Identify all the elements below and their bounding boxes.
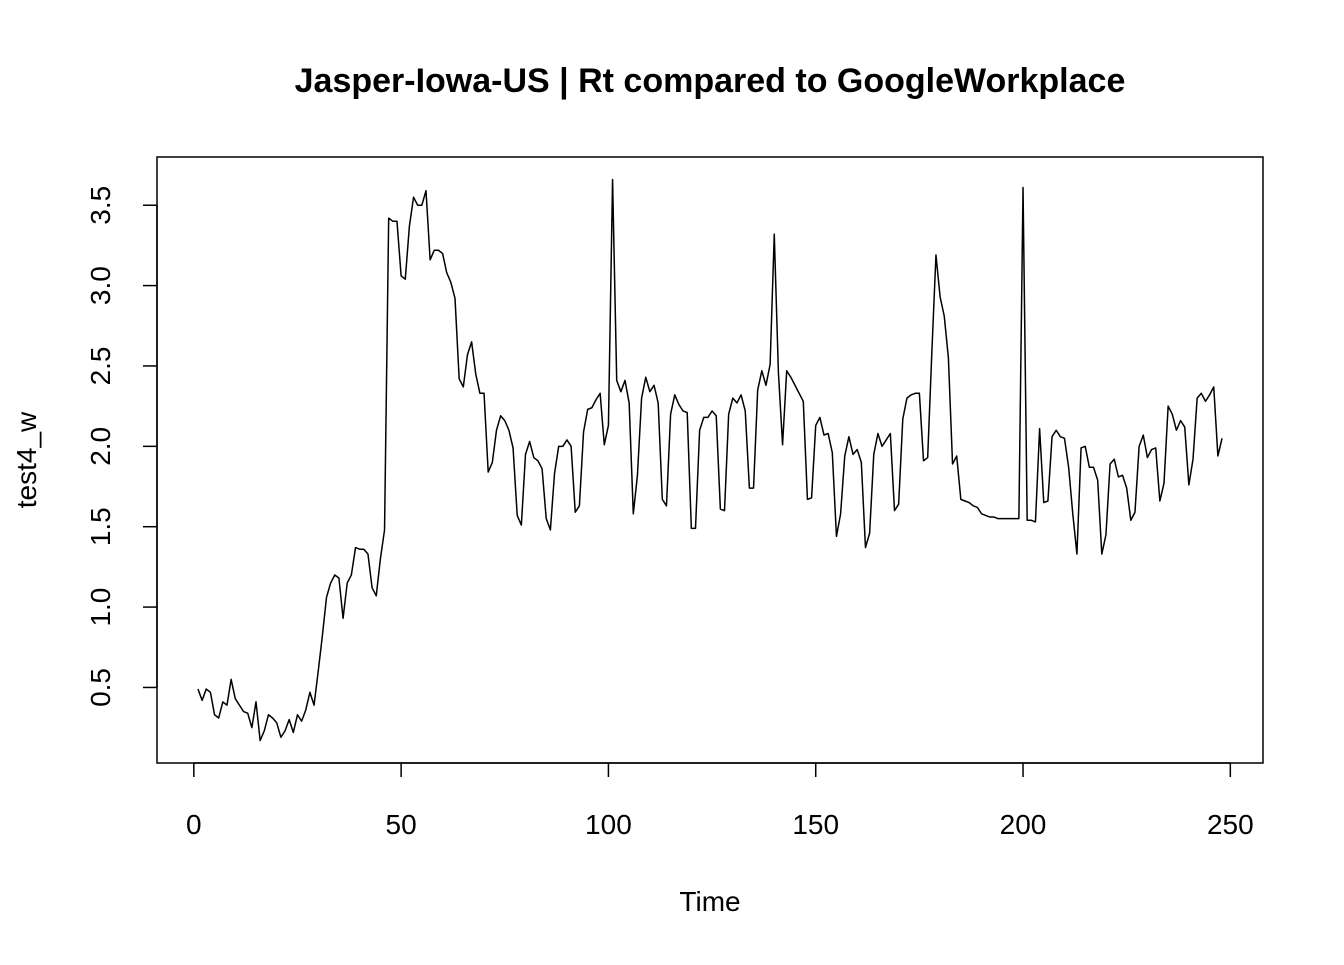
- data-line: [197, 178, 1223, 742]
- chart-title: Jasper-Iowa-US | Rt compared to GoogleWo…: [295, 62, 1126, 100]
- y-tick-label: 1.0: [85, 588, 116, 627]
- y-tick-label: 0.5: [85, 668, 116, 707]
- x-tick-label: 50: [386, 809, 417, 840]
- x-tick-label: 150: [792, 809, 839, 840]
- y-tick-label: 1.5: [85, 507, 116, 546]
- y-tick-label: 3.0: [85, 266, 116, 305]
- x-axis-label: Time: [679, 886, 740, 917]
- x-tick-label: 100: [585, 809, 632, 840]
- x-tick-label: 0: [186, 809, 202, 840]
- y-tick-label: 3.5: [85, 186, 116, 225]
- y-tick-label: 2.5: [85, 346, 116, 385]
- x-tick-label: 250: [1207, 809, 1254, 840]
- y-axis-label: test4_w: [11, 411, 42, 508]
- x-tick-label: 200: [1000, 809, 1047, 840]
- y-tick-label: 2.0: [85, 427, 116, 466]
